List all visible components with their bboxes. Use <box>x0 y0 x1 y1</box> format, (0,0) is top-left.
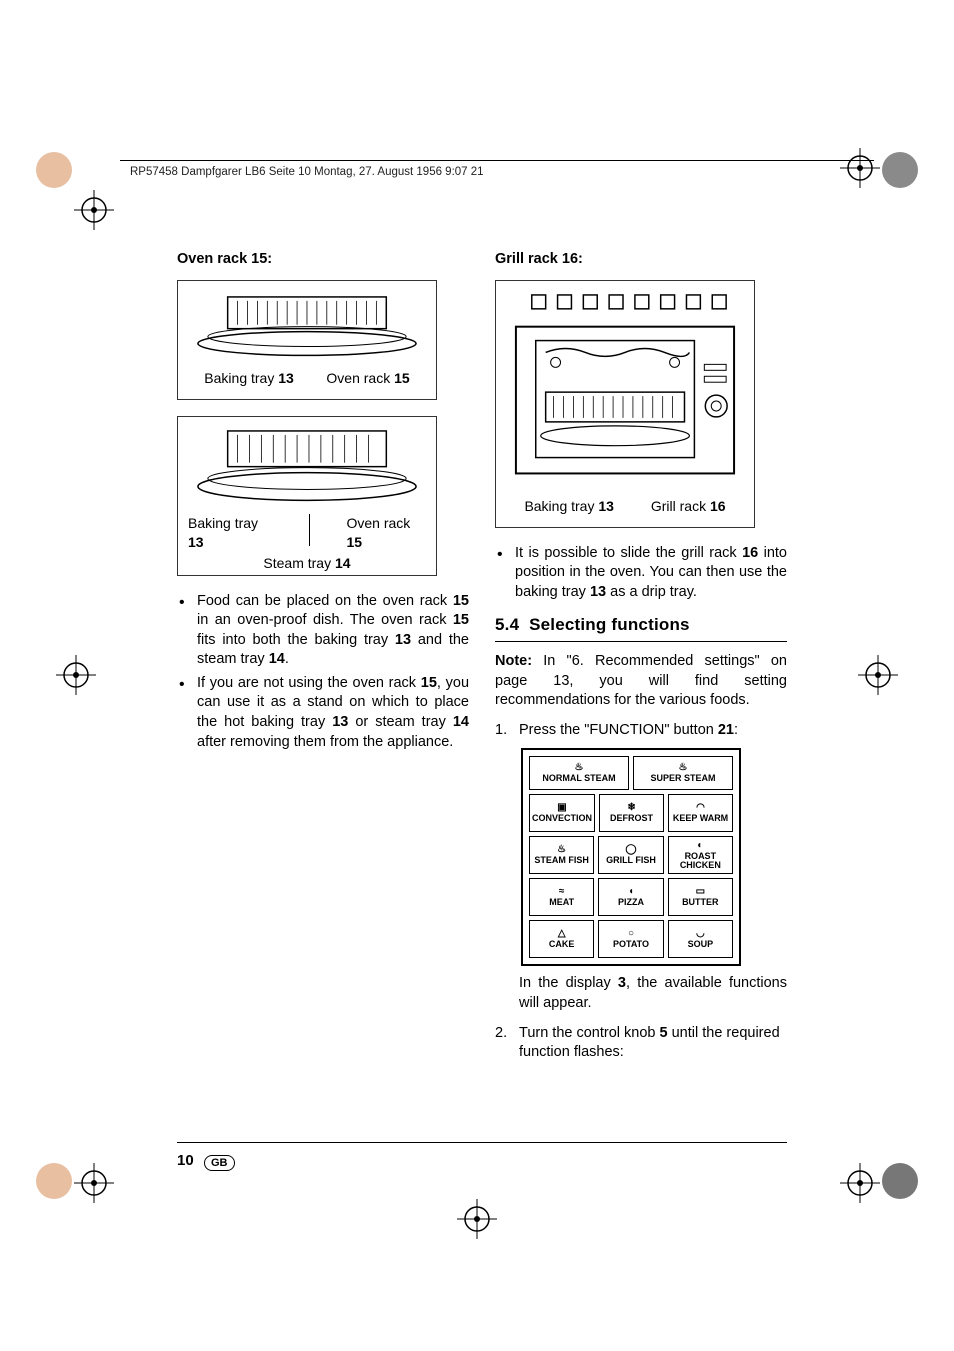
panel-button-normal-steam[interactable]: ♨NORMAL STEAM <box>529 756 629 790</box>
fig3-label-1: Grill rack 16 <box>651 497 726 516</box>
function-panel: ♨NORMAL STEAM♨SUPER STEAM▣CONVECTION❄DEF… <box>521 748 741 966</box>
oven-rack-illustration-2 <box>188 425 426 504</box>
panel-icon: ◠ <box>696 802 705 813</box>
figure-grill-rack: Baking tray 13 Grill rack 16 <box>495 280 755 528</box>
crop-mark-br <box>840 1163 880 1203</box>
left-bullet-1: If you are not using the oven rack 15, y… <box>177 674 469 752</box>
step-1: Press the "FUNCTION" button 21: <box>495 721 787 741</box>
right-heading: Grill rack 16: <box>495 250 787 270</box>
fig2-label-1: Oven rack 15 <box>346 514 426 552</box>
panel-label: KEEP WARM <box>673 814 728 824</box>
header-text: RP57458 Dampfgarer LB6 Seite 10 Montag, … <box>130 166 484 178</box>
caption-divider <box>309 514 310 546</box>
panel-icon: ❄ <box>627 802 635 813</box>
panel-label: ROAST CHICKEN <box>671 852 730 872</box>
panel-row: ♨STEAM FISH◯GRILL FISH◐ROAST CHICKEN <box>529 836 733 874</box>
step-2: Turn the control knob 5 until the requir… <box>495 1024 787 1063</box>
panel-row: △CAKE○POTATO◡SOUP <box>529 920 733 958</box>
panel-label: DEFROST <box>610 814 653 824</box>
page-number: 10 <box>177 1152 194 1169</box>
panel-label: GRILL FISH <box>606 856 656 866</box>
fig2-label-2: Steam tray 14 <box>263 554 350 573</box>
panel-icon: ◖ <box>628 886 634 897</box>
header-rule <box>120 160 874 161</box>
panel-label: CAKE <box>549 940 575 950</box>
figure-oven-rack-1: Baking tray 13 Oven rack 15 <box>177 280 437 400</box>
figure-oven-rack-2: Baking tray 13 Oven rack 15 Steam tray 1… <box>177 416 437 576</box>
panel-icon: ▣ <box>557 802 566 813</box>
panel-icon: ♨ <box>575 762 584 773</box>
panel-label: STEAM FISH <box>534 856 589 866</box>
crop-mark-mr <box>858 655 898 695</box>
panel-button-convection[interactable]: ▣CONVECTION <box>529 794 595 832</box>
panel-icon: ♨ <box>679 762 688 773</box>
left-heading: Oven rack 15: <box>177 250 469 270</box>
fig2-caption: Baking tray 13 Oven rack 15 Steam tray 1… <box>188 514 426 573</box>
right-bullet-0: It is possible to slide the grill rack 1… <box>495 544 787 603</box>
panel-icon: △ <box>558 928 566 939</box>
fig3-label-0: Baking tray 13 <box>524 497 614 516</box>
panel-label: NORMAL STEAM <box>542 774 615 784</box>
left-bullet-0: Food can be placed on the oven rack 15 i… <box>177 592 469 670</box>
panel-row: ♨NORMAL STEAM♨SUPER STEAM <box>529 756 733 790</box>
crop-mark-bc <box>457 1199 497 1239</box>
crop-mark-tr <box>840 148 880 188</box>
panel-label: POTATO <box>613 940 649 950</box>
right-bullets: It is possible to slide the grill rack 1… <box>495 544 787 603</box>
panel-button-pizza[interactable]: ◖PIZZA <box>598 878 663 916</box>
panel-label: MEAT <box>549 898 574 908</box>
panel-button-roast-chicken[interactable]: ◐ROAST CHICKEN <box>668 836 733 874</box>
fig1-label-1: Oven rack 15 <box>326 369 409 388</box>
panel-icon: ◯ <box>625 844 636 855</box>
steps-list-2: Turn the control knob 5 until the requir… <box>495 1024 787 1063</box>
panel-icon: ▭ <box>696 886 705 897</box>
language-badge: GB <box>204 1155 235 1171</box>
oven-rack-illustration-1 <box>188 289 426 358</box>
crop-mark-ml <box>56 655 96 695</box>
panel-button-defrost[interactable]: ❄DEFROST <box>599 794 664 832</box>
panel-label: CONVECTION <box>532 814 592 824</box>
panel-button-grill-fish[interactable]: ◯GRILL FISH <box>598 836 663 874</box>
corner-dot-bl <box>36 1163 72 1199</box>
right-column: Grill rack 16: <box>495 250 787 1071</box>
note-paragraph: Note: In "6. Recommended settings" on pa… <box>495 652 787 711</box>
panel-button-steam-fish[interactable]: ♨STEAM FISH <box>529 836 594 874</box>
panel-label: BUTTER <box>682 898 719 908</box>
grill-rack-illustration <box>506 289 744 487</box>
corner-dot-tl <box>36 152 72 188</box>
panel-button-soup[interactable]: ◡SOUP <box>668 920 733 958</box>
fig1-caption: Baking tray 13 Oven rack 15 <box>188 369 426 388</box>
corner-dot-br <box>882 1163 918 1199</box>
steps-list: Press the "FUNCTION" button 21: <box>495 721 787 741</box>
fig2-label-0: Baking tray 13 <box>188 514 273 552</box>
panel-label: SUPER STEAM <box>650 774 715 784</box>
panel-button-cake[interactable]: △CAKE <box>529 920 594 958</box>
footer-rule <box>177 1142 787 1143</box>
crop-mark-tl <box>74 190 114 230</box>
panel-button-super-steam[interactable]: ♨SUPER STEAM <box>633 756 733 790</box>
panel-button-keep-warm[interactable]: ◠KEEP WARM <box>668 794 733 832</box>
panel-icon: ◡ <box>696 928 705 939</box>
panel-icon: ♨ <box>557 844 566 855</box>
panel-row: ≈MEAT◖PIZZA▭BUTTER <box>529 878 733 916</box>
corner-dot-tr <box>882 152 918 188</box>
panel-button-butter[interactable]: ▭BUTTER <box>668 878 733 916</box>
panel-icon: ◐ <box>697 840 703 851</box>
left-bullets: Food can be placed on the oven rack 15 i… <box>177 592 469 753</box>
panel-label: PIZZA <box>618 898 644 908</box>
after-panel-text: In the display 3, the available function… <box>495 974 787 1013</box>
section-heading: 5.4 Selecting functions <box>495 606 787 642</box>
panel-label: SOUP <box>688 940 714 950</box>
content-columns: Oven rack 15: Baking tray 13 Oven rack 1… <box>177 250 787 1071</box>
panel-row: ▣CONVECTION❄DEFROST◠KEEP WARM <box>529 794 733 832</box>
crop-mark-bl <box>74 1163 114 1203</box>
panel-icon: ○ <box>628 928 634 939</box>
fig1-label-0: Baking tray 13 <box>204 369 294 388</box>
panel-button-meat[interactable]: ≈MEAT <box>529 878 594 916</box>
panel-icon: ≈ <box>559 886 565 897</box>
fig3-caption: Baking tray 13 Grill rack 16 <box>506 497 744 516</box>
left-column: Oven rack 15: Baking tray 13 Oven rack 1… <box>177 250 469 1071</box>
panel-button-potato[interactable]: ○POTATO <box>598 920 663 958</box>
